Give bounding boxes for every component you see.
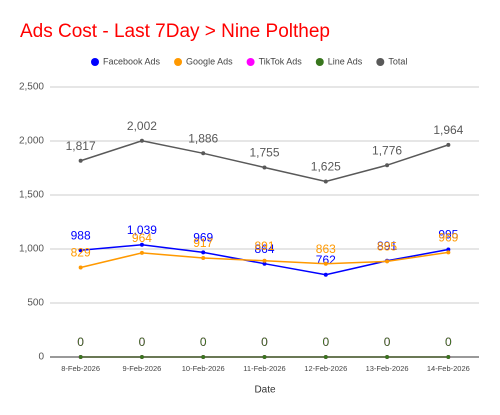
data-point	[201, 250, 206, 255]
data-label: 0	[384, 335, 391, 349]
data-point	[323, 261, 328, 266]
data-point	[78, 248, 83, 253]
x-tick-label: 9-Feb-2026	[123, 364, 162, 373]
data-point	[446, 247, 451, 252]
data-label: 0	[261, 335, 268, 349]
legend-label: Line Ads	[328, 56, 363, 66]
data-label: 0	[77, 335, 84, 349]
data-label: 995	[438, 228, 458, 242]
legend-label: Facebook Ads	[103, 56, 161, 66]
data-label: 864	[254, 242, 274, 256]
legend-marker	[91, 58, 99, 66]
legend-marker	[246, 58, 255, 66]
legend-label: Total	[388, 56, 407, 66]
x-tick-label: 8-Feb-2026	[61, 364, 100, 373]
data-point	[323, 179, 328, 184]
data-label: 891	[254, 239, 274, 253]
data-point	[78, 355, 83, 359]
x-tick-label: 14-Feb-2026	[427, 364, 470, 373]
data-label: 0	[261, 335, 268, 349]
data-label: 969	[438, 231, 458, 245]
data-label: 0	[322, 335, 329, 349]
data-label: 0	[445, 335, 452, 349]
data-label: 988	[71, 228, 91, 242]
data-label: 0	[322, 335, 329, 349]
legend-marker	[376, 58, 385, 66]
data-label: 1,964	[433, 123, 463, 137]
data-label: 1,039	[127, 223, 157, 237]
data-point	[446, 142, 451, 147]
data-label: 1,886	[188, 131, 218, 145]
data-label: 829	[71, 246, 91, 260]
data-label: 969	[193, 231, 213, 245]
data-label: 0	[200, 335, 207, 349]
x-tick-label: 13-Feb-2026	[366, 364, 409, 373]
data-point	[385, 355, 390, 359]
data-label: 863	[316, 242, 336, 256]
x-tick-label: 12-Feb-2026	[304, 364, 347, 373]
data-point	[385, 259, 390, 264]
data-point	[201, 355, 206, 359]
x-tick-label: 11-Feb-2026	[243, 364, 285, 373]
y-tick-label: 0	[38, 352, 44, 363]
data-label: 891	[377, 239, 397, 253]
data-label: 1,755	[249, 146, 279, 160]
y-tick-label: 1,500	[19, 190, 44, 201]
data-point	[78, 158, 83, 163]
data-label: 0	[200, 335, 207, 349]
data-label: 0	[77, 335, 84, 349]
data-point	[385, 163, 390, 168]
data-label: 0	[139, 335, 146, 349]
data-point	[446, 250, 451, 255]
legend-marker	[174, 58, 183, 66]
data-label: 0	[384, 335, 391, 349]
data-point	[323, 355, 328, 359]
data-point	[262, 355, 267, 359]
data-point	[262, 258, 267, 263]
data-point	[139, 355, 144, 359]
data-point	[262, 261, 267, 266]
data-label: 1,625	[311, 160, 341, 174]
data-label: 1,817	[66, 139, 96, 153]
data-label: 917	[193, 236, 213, 250]
legend-marker	[315, 58, 324, 66]
data-label: 1,776	[372, 143, 402, 157]
y-tick-label: 500	[27, 298, 44, 309]
x-tick-label: 10-Feb-2026	[182, 364, 225, 373]
y-tick-label: 1,000	[19, 244, 44, 255]
data-label: 0	[445, 335, 452, 349]
data-point	[262, 165, 267, 170]
data-point	[139, 242, 144, 247]
data-point	[78, 265, 83, 270]
data-label: 964	[132, 231, 152, 245]
data-label: 0	[139, 335, 146, 349]
data-point	[446, 355, 451, 359]
chart-title: Ads Cost - Last 7Day > Nine Polthep	[20, 21, 330, 42]
y-tick-label: 2,000	[19, 136, 44, 147]
data-label: 885	[377, 240, 397, 254]
legend-label: Google Ads	[186, 56, 233, 66]
data-point	[323, 272, 328, 277]
legend-label: TikTok Ads	[259, 56, 303, 66]
x-axis-title: Date	[254, 385, 276, 396]
data-point	[201, 151, 206, 156]
data-point	[139, 138, 144, 143]
data-point	[201, 255, 206, 260]
data-point	[139, 250, 144, 255]
y-tick-label: 2,500	[19, 82, 44, 93]
data-label: 2,002	[127, 119, 157, 133]
